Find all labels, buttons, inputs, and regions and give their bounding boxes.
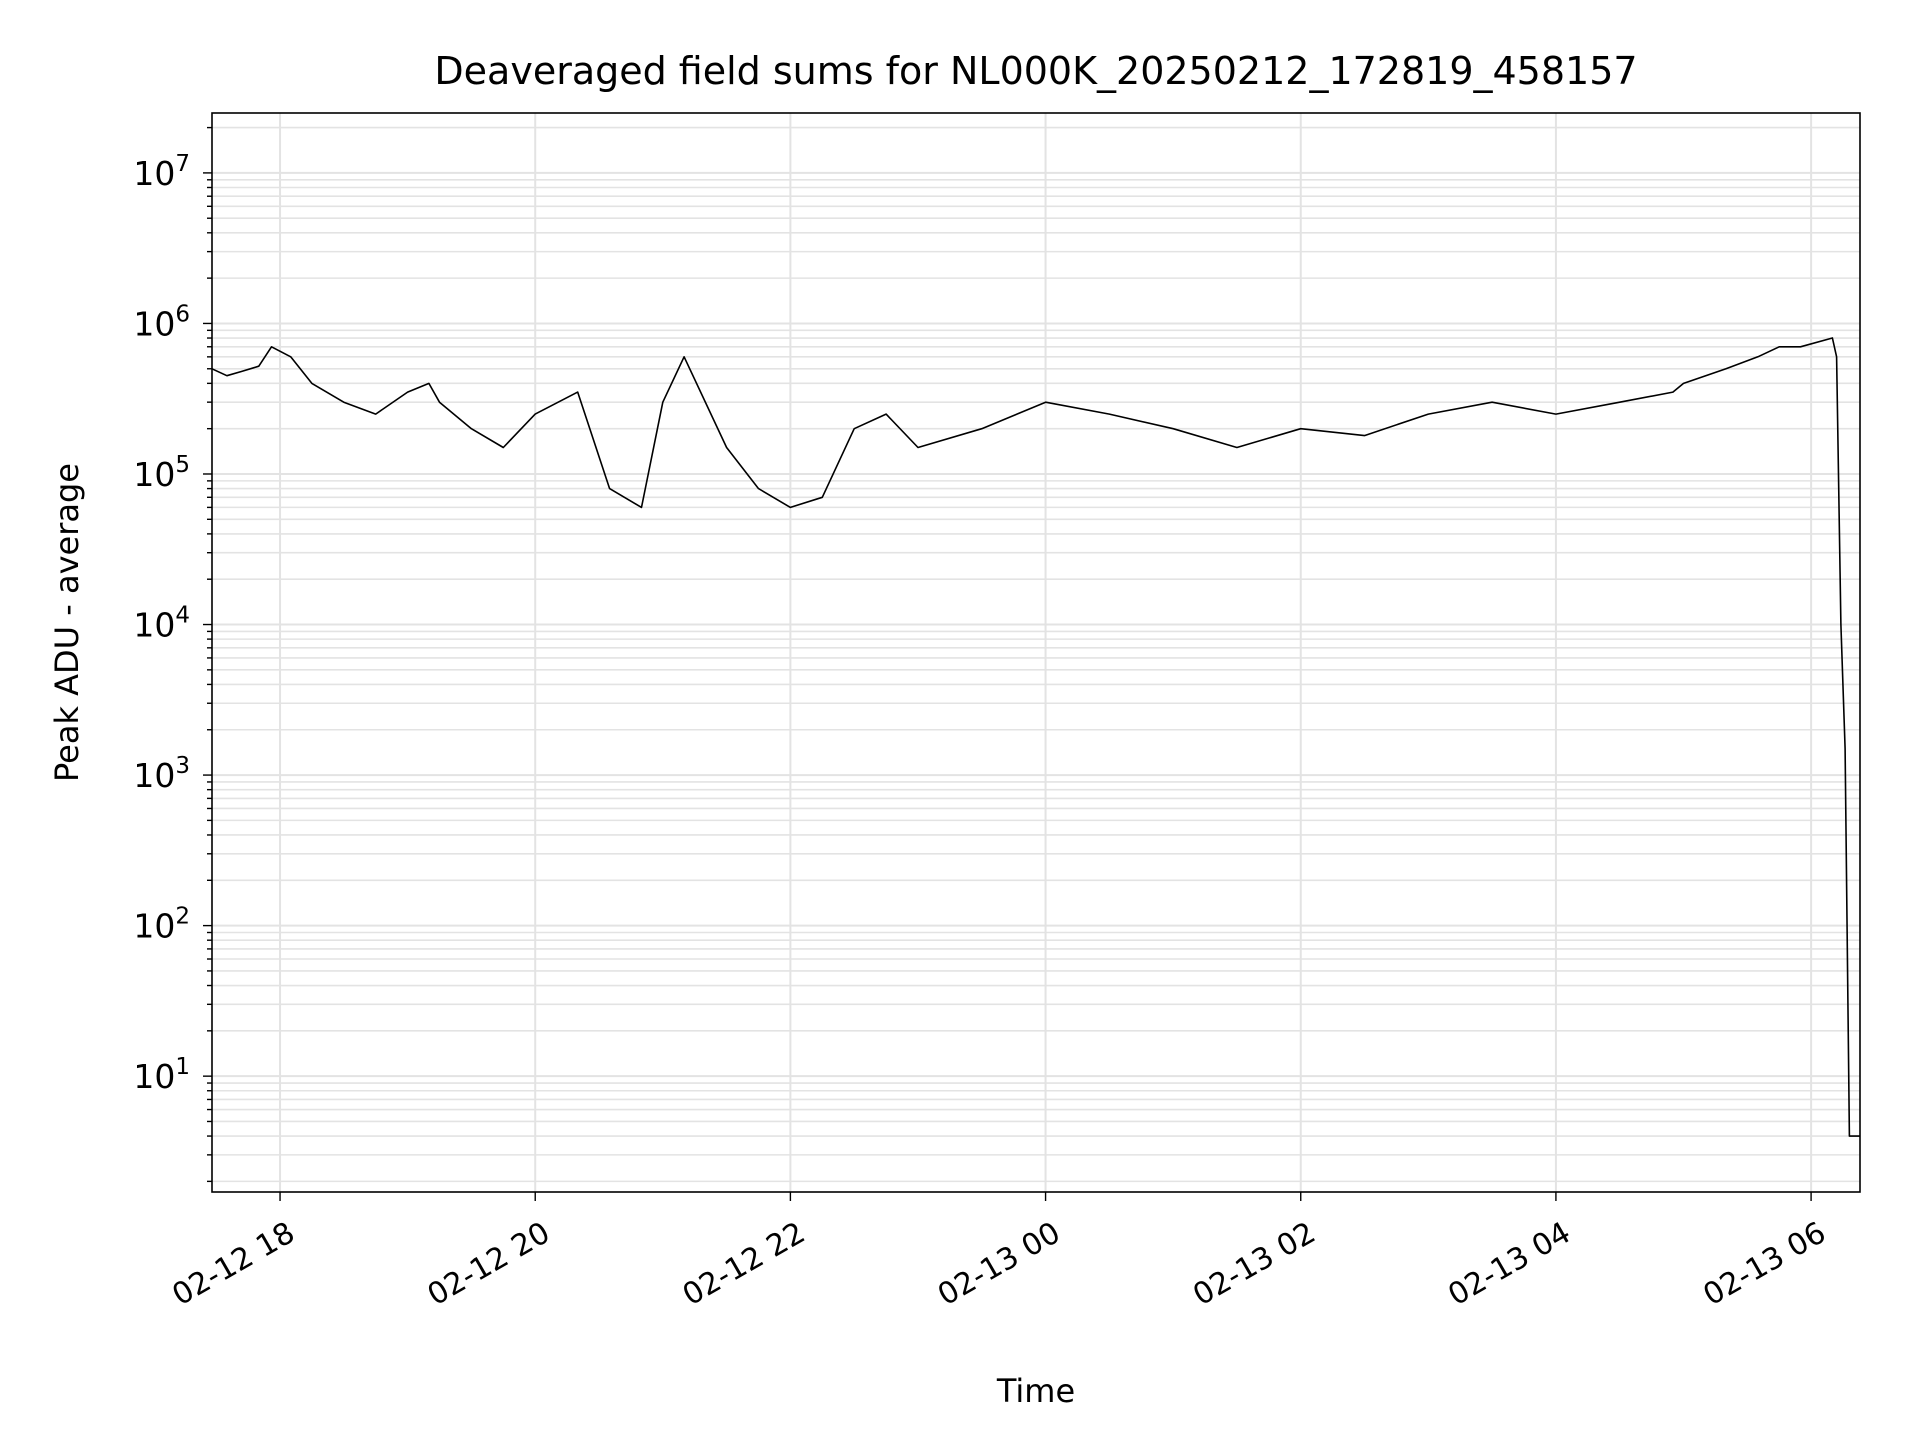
y-tick-label: 101 [133, 1054, 190, 1096]
y-tick-exponent: 5 [175, 452, 190, 478]
plot-area-frame [211, 112, 1861, 1193]
y-tick-exponent: 6 [175, 301, 190, 327]
y-tick-exponent: 3 [175, 753, 190, 779]
y-tick-label: 103 [133, 753, 190, 795]
grid [212, 113, 1860, 1192]
y-tick-exponent: 7 [175, 151, 190, 177]
chart-title: Deaveraged field sums for NL000K_2025021… [434, 49, 1637, 93]
x-axis-label: Time [996, 1372, 1075, 1410]
y-tick-exponent: 4 [175, 603, 190, 629]
data-line [211, 337, 1860, 1137]
y-tick-label: 102 [133, 904, 190, 946]
y-tick-exponent: 2 [175, 904, 190, 930]
y-tick-label: 107 [133, 151, 190, 193]
y-tick-exponent: 1 [175, 1054, 190, 1080]
y-axis-label: Peak ADU - average [48, 463, 86, 782]
y-tick-label: 104 [133, 603, 190, 645]
y-tick-label: 106 [133, 301, 190, 343]
data-series-line [211, 337, 1860, 1137]
y-tick-label: 105 [133, 452, 190, 494]
